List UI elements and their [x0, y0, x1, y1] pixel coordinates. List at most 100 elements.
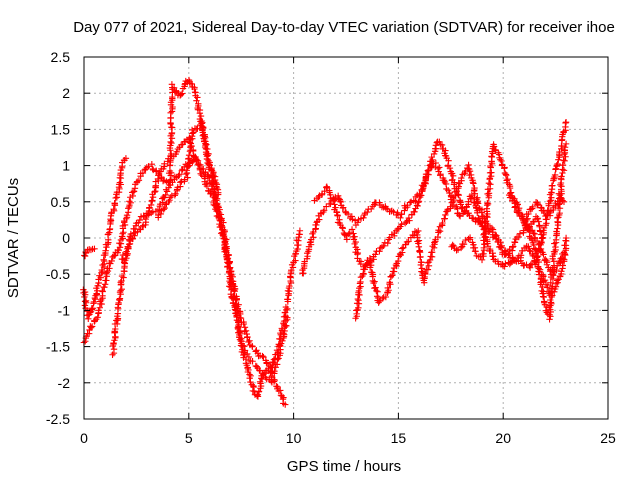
- data-point: [277, 387, 284, 394]
- data-point: [448, 199, 455, 206]
- data-point: [470, 180, 477, 187]
- data-point: [249, 343, 256, 350]
- data-point: [534, 201, 541, 208]
- data-point: [82, 338, 89, 345]
- data-point: [357, 274, 365, 281]
- data-point: [259, 352, 266, 360]
- data-point: [360, 214, 367, 221]
- data-point: [116, 296, 123, 303]
- data-point: [253, 392, 261, 399]
- data-point: [480, 237, 487, 244]
- data-point: [382, 293, 390, 301]
- data-point: [434, 165, 442, 173]
- data-point: [100, 283, 107, 291]
- data-point: [541, 276, 549, 284]
- data-point: [539, 283, 546, 291]
- data-point: [122, 215, 130, 222]
- data-point: [389, 272, 396, 279]
- data-point: [523, 216, 530, 224]
- data-point: [554, 225, 561, 232]
- data-point: [511, 195, 518, 203]
- data-point: [168, 81, 176, 88]
- data-point: [517, 252, 525, 259]
- data-point: [355, 304, 362, 311]
- data-point: [456, 211, 463, 219]
- data-point: [367, 258, 374, 265]
- data-point: [148, 197, 155, 205]
- data-point: [351, 240, 358, 248]
- data-point: [387, 273, 394, 280]
- data-point: [553, 228, 560, 235]
- data-point: [557, 255, 564, 262]
- data-point: [384, 284, 391, 292]
- data-point: [548, 285, 555, 293]
- data-point: [509, 244, 516, 251]
- data-point: [376, 248, 383, 255]
- data-point: [339, 204, 347, 211]
- data-point: [176, 171, 183, 178]
- data-point: [405, 238, 412, 245]
- data-point: [103, 269, 110, 276]
- data-point: [121, 219, 128, 226]
- data-point: [379, 295, 387, 302]
- y-tick-label: -2.5: [46, 411, 70, 427]
- data-point: [539, 234, 547, 242]
- data-point: [421, 179, 429, 186]
- data-point: [183, 167, 190, 174]
- data-point: [157, 210, 165, 218]
- data-point: [177, 179, 184, 186]
- data-point: [415, 199, 422, 206]
- data-point: [205, 150, 212, 158]
- data-point: [525, 243, 532, 250]
- data-point: [562, 140, 570, 148]
- data-point: [81, 252, 89, 260]
- data-point: [177, 91, 185, 98]
- y-tick-label: -2: [58, 375, 71, 391]
- data-point: [492, 234, 500, 242]
- data-point: [111, 199, 118, 207]
- data-point: [434, 233, 442, 241]
- data-point: [556, 148, 563, 156]
- data-point: [172, 190, 179, 198]
- data-point: [525, 210, 532, 218]
- data-point: [284, 296, 292, 303]
- data-point: [389, 268, 397, 275]
- data-point: [240, 320, 248, 328]
- data-point: [478, 256, 486, 264]
- data-point: [85, 315, 92, 323]
- series-track-i: [352, 161, 547, 322]
- data-point: [224, 252, 232, 259]
- data-point: [398, 245, 406, 252]
- x-tick-label: 25: [600, 430, 616, 446]
- data-point: [214, 191, 222, 198]
- data-point: [384, 240, 391, 247]
- y-tick-label: 2.5: [51, 49, 71, 65]
- data-point: [524, 215, 531, 222]
- y-tick-label: 2: [62, 85, 70, 101]
- data-point: [558, 173, 565, 180]
- data-point: [156, 168, 164, 175]
- data-point: [498, 244, 505, 251]
- data-point: [254, 393, 262, 400]
- data-point: [93, 290, 100, 297]
- data-point: [468, 214, 476, 222]
- data-point: [558, 183, 565, 190]
- data-point: [526, 264, 534, 271]
- data-point: [170, 84, 178, 92]
- data-point: [432, 159, 440, 167]
- data-point: [154, 175, 162, 183]
- data-point: [560, 167, 568, 174]
- data-point: [561, 242, 568, 249]
- data-point: [546, 197, 554, 205]
- data-point: [354, 295, 362, 303]
- data-point: [149, 194, 157, 201]
- data-point: [91, 245, 98, 253]
- data-point: [380, 242, 387, 250]
- data-point: [461, 207, 469, 214]
- data-point: [511, 204, 518, 211]
- chart-title: Day 077 of 2021, Sidereal Day-to-day VTE…: [73, 19, 615, 36]
- data-point: [537, 228, 544, 235]
- data-point: [120, 274, 127, 281]
- data-point: [543, 257, 550, 265]
- data-point: [284, 314, 291, 321]
